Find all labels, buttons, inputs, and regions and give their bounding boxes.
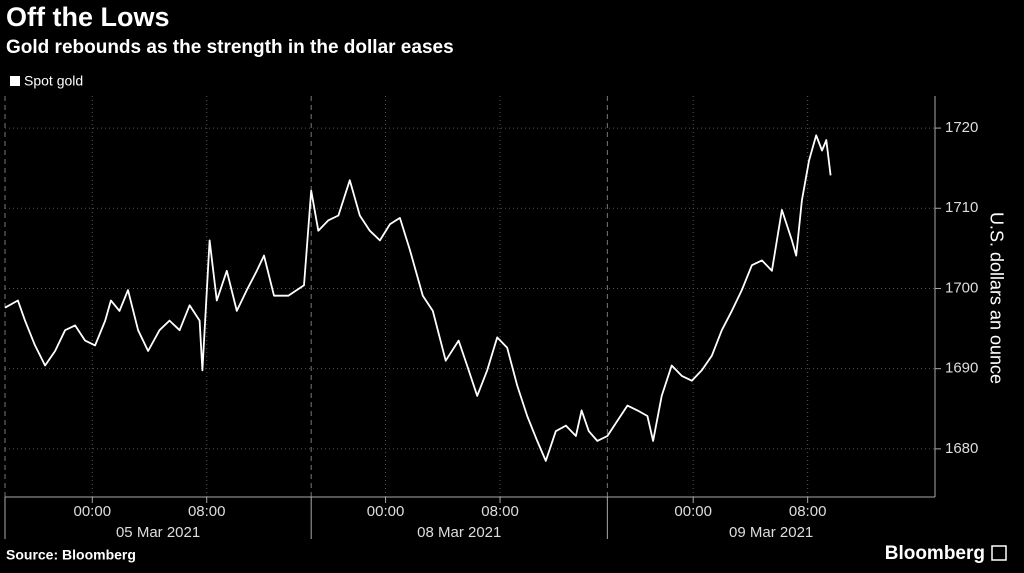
- x-tick-label: 08:00: [789, 503, 827, 520]
- legend-label: Spot gold: [24, 73, 83, 89]
- session-label: 08 Mar 2021: [417, 524, 501, 541]
- chart-subtitle: Gold rebounds as the strength in the dol…: [6, 37, 454, 58]
- legend-swatch: [10, 76, 20, 86]
- y-tick-label: 1690: [945, 360, 978, 377]
- source: Source: Bloomberg: [6, 547, 136, 563]
- x-tick-label: 00:00: [367, 503, 405, 520]
- x-tick-label: 00:00: [74, 503, 112, 520]
- x-tick-label: 08:00: [481, 503, 519, 520]
- brand: Bloomberg: [885, 543, 985, 564]
- chart-title: Off the Lows: [6, 2, 170, 32]
- x-tick-label: 08:00: [188, 503, 226, 520]
- y-tick-label: 1700: [945, 279, 978, 296]
- session-label: 09 Mar 2021: [729, 524, 813, 541]
- y-tick-label: 1710: [945, 199, 978, 216]
- y-tick-label: 1680: [945, 440, 978, 457]
- y-axis-label: U.S. dollars an ounce: [986, 212, 1006, 384]
- y-tick-label: 1720: [945, 119, 978, 136]
- session-label: 05 Mar 2021: [116, 524, 200, 541]
- x-tick-label: 00:00: [674, 503, 712, 520]
- line: [4, 134, 832, 462]
- brand-icon: [991, 545, 1007, 561]
